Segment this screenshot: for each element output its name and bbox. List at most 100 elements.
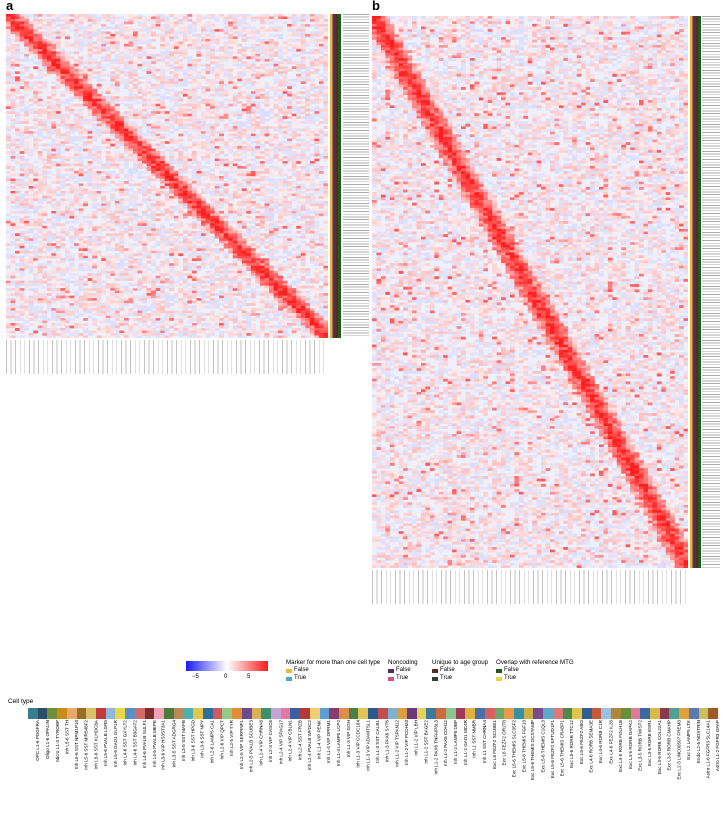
celltype-label: Inh L1-4 VIP PENK [316,720,322,760]
heatmap-cells [6,14,328,338]
celltype-label: Inh L4-6 PVALB SULF1 [141,720,147,769]
celltype-label: Inh L1-4 LAMP5 LCP2 [336,720,342,766]
legend-noncoding-false-label: False [396,667,411,673]
celltype-label: Inh L1 SST NMBR [472,720,478,758]
celltype-label: Inh L1-3 PAX6 SYT6 [384,720,390,763]
celltype-label: Inh L3-5 SST ADGRG4 [170,720,176,768]
celltype-swatch [630,708,641,719]
celltype-label: Exc L4-6 FEZF2 IL26 [608,720,614,764]
celltype-swatch [407,708,417,719]
celltype-swatch [397,708,408,719]
celltype-swatch [261,708,271,719]
celltype-label: Exc L3-5 RORB ESR1 [647,720,653,766]
celltype-label: Inh L5-6 SST MIR548F2 [83,720,89,770]
celltype-swatch [679,708,689,719]
celltype-label: Oligo L1-6 OPALIN [44,720,50,759]
celltype-swatch [105,708,116,719]
celltype-label: Inh L1-4 VIP OPRM1 [326,720,332,764]
celltype-label: Exc L3-5 RORB TWIST2 [637,720,643,771]
celltype-label: Exc L4-5 RORB DAPK2 [627,720,633,770]
heatmap-a [6,14,328,338]
celltype-swatch [377,708,388,719]
celltype-swatch [426,708,437,719]
celltype-label: Inh L1-3 SST CALB1 [375,720,380,763]
legend-overlap-true-label: True [504,675,517,681]
celltype-swatch [387,708,398,719]
celltype-swatch [280,708,291,719]
celltype-swatch [650,708,660,719]
annotation-strip-b [690,16,701,568]
celltype-swatch [591,708,602,719]
celltype-label: Endo L2-6 NOSTRIN [695,720,701,764]
celltype-swatch [37,708,48,719]
celltype-labels: OPC L1-6 PDGFRA Oligo L1-6 OPALIN Micro L1… [28,720,721,815]
legend-marker-false-swatch [286,669,292,673]
legend-marker-false-label: False [294,667,309,673]
celltype-label: Micro L1-3 TYROBP [54,720,60,762]
celltype-swatch [581,708,592,719]
celltype-swatch [154,708,165,719]
celltype-swatch [688,708,699,719]
colorbar-tick-mid: 0 [224,674,228,680]
celltype-label: Exc L5-6 FEZF2 ABO [579,720,585,765]
celltype-swatch [543,708,553,719]
celltype-swatch [708,708,719,719]
celltype-swatch [309,708,320,719]
celltype-label: Inh L2-4 VIP SPAG17 [277,720,283,765]
celltype-swatch [183,708,194,719]
celltype-label: Exc L5-6 FEZF2 EFTUD1P1 [549,720,555,779]
celltype-label: Exc L4-6 RORB C1R [598,720,604,764]
legend-unique-false-label: False [440,667,455,673]
celltype-label: Inh L2-4 PVALB WFDC2 [306,720,312,771]
celltype-label: Astro L1-2 FGFR3 GFAP [715,720,721,772]
celltype-swatch [339,708,349,719]
celltype-swatch [125,708,135,719]
legend-overlap-title: Overlap with reference MTG [496,659,574,666]
celltype-label: Inh L2-5 VIP SERPINF1 [238,720,244,770]
gene-labels-b [702,16,720,568]
celltype-swatch [300,708,310,719]
celltype-swatch [436,708,446,719]
celltype-color-strip [28,708,719,719]
celltype-label: Inh L2-4 VIP CBLN1 [287,720,293,762]
celltype-swatch [348,708,359,719]
celltype-label: Inh L1-3 VIP GGH [345,720,351,758]
celltype-swatch [96,708,106,719]
celltype-label: Inh L4-5 PVALB MEPE [151,720,157,767]
heatmap-b [372,16,688,568]
celltype-swatch [144,708,155,719]
gene-labels-a [343,14,369,338]
celltype-label: Exc L5-6 THEMIS C1QL3 [540,720,546,773]
legend-unique-true-swatch [432,677,438,681]
legend-overlap-false-label: False [504,667,519,673]
celltype-label: Exc L5-6 THEMIS DCSTAMP [530,720,536,781]
celltype-swatch [28,708,38,719]
celltype-swatch [475,708,485,719]
legend-overlap-false-swatch [496,669,502,673]
panel-label-b: b [372,0,380,13]
celltype-label: Inh L2-5 VIP TYR [229,720,235,756]
celltype-label: Inh L1-3 VIP ADAMTSL1 [365,720,371,771]
celltype-label: Inh L4-6 SST GXYLT2 [122,720,128,766]
celltype-label: Exc L4-6 RORB SEMA3E [588,720,594,773]
celltype-swatch [601,708,612,719]
legend-marker-true-swatch [286,677,292,681]
celltype-swatch [164,708,174,719]
celltype-label: Inh L1-2 LAMP5 DBP [452,720,458,764]
celltype-label: OPC L1-6 PDGFRA [34,720,40,761]
colorbar-tick-min: −5 [192,674,199,680]
colorbar [186,661,268,671]
celltype-label: Exc L6 FEZF2 OR2T8 [501,720,507,766]
celltype-swatch [222,708,233,719]
celltype-swatch [533,708,544,719]
celltype-label: Inh L3-5 SST MAFB [180,720,186,762]
celltype-swatch [620,708,631,719]
celltype-swatch [465,708,476,719]
celltype-label: Inh L2-4 VIP CHRNA6 [258,720,264,766]
celltype-label: Inh L1-2 VIP TSPAN12 [394,720,400,767]
celltype-label: Inh L2-3 VIP CASC6 [268,720,274,763]
celltype-swatch [513,708,524,719]
celltype-swatch [504,708,514,719]
colorbar-tick-max: 5 [247,674,251,680]
celltype-swatch [494,708,505,719]
